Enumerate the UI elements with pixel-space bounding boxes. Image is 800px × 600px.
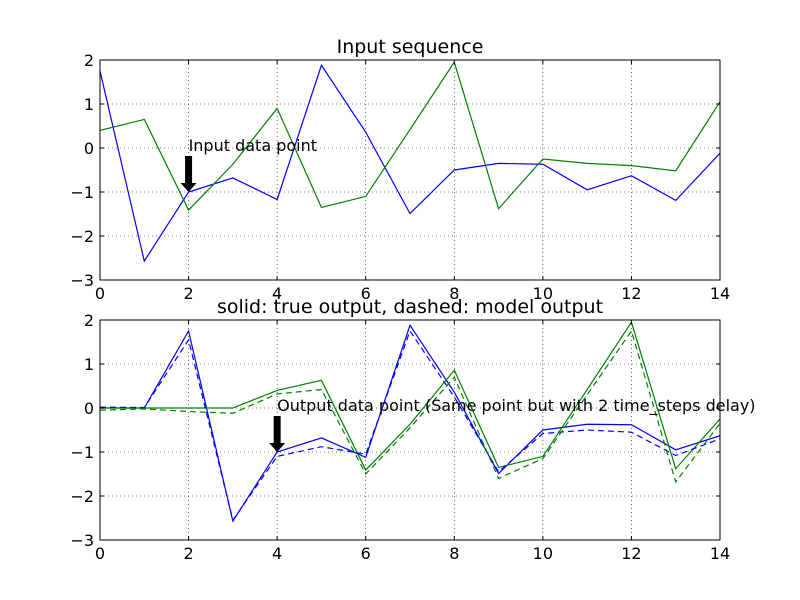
x-tick-label: 0 [95, 544, 105, 563]
y-tick-label: 0 [84, 399, 94, 418]
series-group [100, 320, 720, 523]
y-tick-label: −3 [70, 271, 94, 290]
x-tick-label: 4 [272, 284, 282, 303]
chart-title: solid: true output, dashed: model output [217, 296, 603, 318]
x-tick-label: 8 [449, 544, 459, 563]
x-tick-label: 14 [710, 284, 730, 303]
series-line-2 [100, 60, 720, 212]
y-tick-label: 1 [84, 95, 94, 114]
x-tick-label: 2 [183, 284, 193, 303]
series-line-1 [100, 323, 720, 523]
x-tick-label: 4 [272, 544, 282, 563]
y-tick-label: −1 [70, 183, 94, 202]
annotation-arrow-shaft [273, 416, 281, 443]
series-line-4 [100, 329, 720, 484]
y-tick-label: −2 [70, 227, 94, 246]
annotation-arrow-head [180, 183, 197, 192]
x-tick-label: 8 [449, 284, 459, 303]
y-tick-label: 0 [84, 139, 94, 158]
x-tick-label: 10 [533, 544, 553, 563]
x-tick-label: 14 [710, 544, 730, 563]
annotation-arrow-head [269, 443, 286, 452]
x-tick-label: 10 [533, 284, 553, 303]
series-line-3 [100, 329, 720, 522]
x-tick-label: 12 [621, 284, 641, 303]
x-tick-label: 12 [621, 544, 641, 563]
series-line-1 [100, 63, 720, 263]
series-line-2 [100, 320, 720, 472]
annotation-text: Output data point (Same point but with 2… [277, 396, 755, 416]
y-tick-label: −1 [70, 443, 94, 462]
y-tick-label: −2 [70, 487, 94, 506]
y-tick-label: 1 [84, 355, 94, 374]
y-tick-label: −3 [70, 531, 94, 550]
x-tick-label: 6 [361, 284, 371, 303]
x-tick-label: 2 [183, 544, 193, 563]
x-tick-label: 6 [361, 544, 371, 563]
chart-title: Input sequence [337, 36, 484, 58]
y-tick-label: 2 [84, 51, 94, 70]
annotation-arrow-shaft [185, 156, 193, 183]
annotation-text: Input data point [189, 136, 317, 155]
x-tick-label: 0 [95, 284, 105, 303]
series-group [100, 60, 720, 263]
y-tick-label: 2 [84, 311, 94, 330]
axes-frame [99, 59, 721, 281]
axes-frame [99, 319, 721, 541]
